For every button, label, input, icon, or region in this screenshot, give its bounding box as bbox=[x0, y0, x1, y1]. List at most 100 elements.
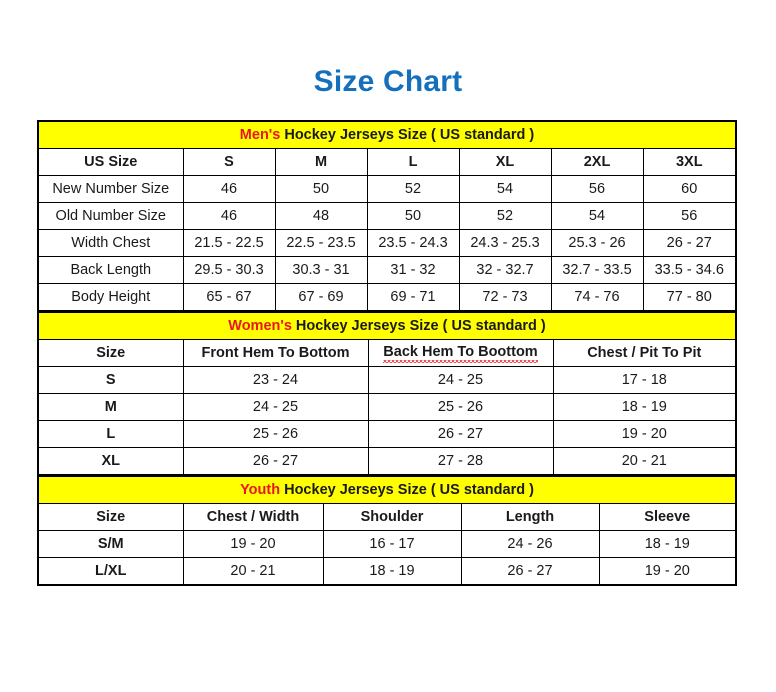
mens-cell-0-2: 52 bbox=[366, 175, 460, 203]
youth-cell-0-1: 16 - 17 bbox=[322, 530, 462, 558]
table-banner-row: Women's Hockey Jerseys Size ( US standar… bbox=[37, 312, 737, 340]
mens-col-4: XL bbox=[458, 148, 552, 176]
table-row: L 25 - 26 26 - 27 19 - 20 bbox=[37, 420, 737, 448]
mens-cell-3-2: 31 - 32 bbox=[366, 256, 460, 284]
womens-cell-0-2: 17 - 18 bbox=[552, 366, 737, 394]
womens-col-1: Front Hem To Bottom bbox=[182, 339, 369, 367]
womens-cell-1-0: 24 - 25 bbox=[182, 393, 369, 421]
table-row: M 24 - 25 25 - 26 18 - 19 bbox=[37, 393, 737, 421]
page-title: Size Chart bbox=[313, 65, 463, 98]
table-row: S/M 19 - 20 16 - 17 24 - 26 18 - 19 bbox=[37, 530, 737, 558]
mens-cell-2-0: 21.5 - 22.5 bbox=[182, 229, 276, 257]
mens-row-3-label: Back Length bbox=[37, 256, 184, 284]
youth-banner: Youth Hockey Jerseys Size ( US standard … bbox=[37, 476, 737, 504]
womens-cell-3-0: 26 - 27 bbox=[182, 447, 369, 476]
mens-col-1: S bbox=[182, 148, 276, 176]
mens-cell-2-4: 25.3 - 26 bbox=[550, 229, 644, 257]
womens-banner: Women's Hockey Jerseys Size ( US standar… bbox=[37, 312, 737, 340]
mens-cell-0-1: 50 bbox=[274, 175, 368, 203]
table-row: New Number Size 46 50 52 54 56 60 bbox=[37, 175, 737, 203]
mens-cell-1-0: 46 bbox=[182, 202, 276, 230]
mens-banner-rest: Hockey Jerseys Size ( US standard ) bbox=[280, 127, 535, 143]
misspelled-text: Back Hem To Boottom bbox=[383, 343, 538, 363]
mens-cell-4-1: 67 - 69 bbox=[274, 283, 368, 312]
youth-col-1: Chest / Width bbox=[182, 503, 324, 531]
youth-banner-rest: Hockey Jerseys Size ( US standard ) bbox=[280, 482, 534, 498]
mens-row-4-label: Body Height bbox=[37, 283, 184, 312]
table-row: L/XL 20 - 21 18 - 19 26 - 27 19 - 20 bbox=[37, 557, 737, 586]
youth-row-1-label: L/XL bbox=[37, 557, 184, 586]
table-row: S 23 - 24 24 - 25 17 - 18 bbox=[37, 366, 737, 394]
youth-row-0-label: S/M bbox=[37, 530, 184, 558]
table-header-row: US Size S M L XL 2XL 3XL bbox=[37, 148, 737, 176]
womens-cell-2-2: 19 - 20 bbox=[552, 420, 737, 448]
mens-cell-2-5: 26 - 27 bbox=[642, 229, 737, 257]
mens-cell-1-2: 50 bbox=[366, 202, 460, 230]
table-header-row: Size Front Hem To Bottom Back Hem To Boo… bbox=[37, 339, 737, 367]
mens-cell-1-4: 54 bbox=[550, 202, 644, 230]
womens-cell-0-1: 24 - 25 bbox=[367, 366, 554, 394]
table-row: Width Chest 21.5 - 22.5 22.5 - 23.5 23.5… bbox=[37, 229, 737, 257]
mens-cell-4-0: 65 - 67 bbox=[182, 283, 276, 312]
mens-cell-2-3: 24.3 - 25.3 bbox=[458, 229, 552, 257]
table-banner-row: Men's Hockey Jerseys Size ( US standard … bbox=[37, 120, 737, 149]
mens-cell-0-5: 60 bbox=[642, 175, 737, 203]
womens-cell-2-1: 26 - 27 bbox=[367, 420, 554, 448]
womens-cell-3-1: 27 - 28 bbox=[367, 447, 554, 476]
youth-cell-1-3: 19 - 20 bbox=[598, 557, 737, 586]
table-banner-row: Youth Hockey Jerseys Size ( US standard … bbox=[37, 476, 737, 504]
womens-cell-1-2: 18 - 19 bbox=[552, 393, 737, 421]
mens-row-2-label: Width Chest bbox=[37, 229, 184, 257]
youth-cell-1-1: 18 - 19 bbox=[322, 557, 462, 586]
youth-col-2: Shoulder bbox=[322, 503, 462, 531]
mens-cell-4-2: 69 - 71 bbox=[366, 283, 460, 312]
mens-cell-2-1: 22.5 - 23.5 bbox=[274, 229, 368, 257]
mens-banner: Men's Hockey Jerseys Size ( US standard … bbox=[37, 120, 737, 149]
womens-row-0-label: S bbox=[37, 366, 184, 394]
mens-col-5: 2XL bbox=[550, 148, 644, 176]
youth-col-3: Length bbox=[460, 503, 600, 531]
womens-col-3: Chest / Pit To Pit bbox=[552, 339, 737, 367]
womens-banner-rest: Hockey Jerseys Size ( US standard ) bbox=[291, 318, 546, 334]
size-chart-tables: Men's Hockey Jerseys Size ( US standard … bbox=[37, 120, 738, 586]
youth-cell-1-0: 20 - 21 bbox=[182, 557, 324, 586]
mens-cell-3-4: 32.7 - 33.5 bbox=[550, 256, 644, 284]
table-row: XL 26 - 27 27 - 28 20 - 21 bbox=[37, 447, 737, 476]
mens-row-0-label: New Number Size bbox=[37, 175, 184, 203]
womens-banner-accent: Women's bbox=[228, 318, 292, 334]
table-row: Back Length 29.5 - 30.3 30.3 - 31 31 - 3… bbox=[37, 256, 737, 284]
mens-cell-3-3: 32 - 32.7 bbox=[458, 256, 552, 284]
mens-cell-4-5: 77 - 80 bbox=[642, 283, 737, 312]
table-row: Old Number Size 46 48 50 52 54 56 bbox=[37, 202, 737, 230]
youth-cell-0-3: 18 - 19 bbox=[598, 530, 737, 558]
youth-cell-0-0: 19 - 20 bbox=[182, 530, 324, 558]
table-header-row: Size Chest / Width Shoulder Length Sleev… bbox=[37, 503, 737, 531]
mens-cell-1-1: 48 bbox=[274, 202, 368, 230]
womens-cell-0-0: 23 - 24 bbox=[182, 366, 369, 394]
womens-row-3-label: XL bbox=[37, 447, 184, 476]
mens-col-3: L bbox=[366, 148, 460, 176]
mens-size-table: Men's Hockey Jerseys Size ( US standard … bbox=[37, 120, 737, 312]
womens-row-1-label: M bbox=[37, 393, 184, 421]
youth-col-4: Sleeve bbox=[598, 503, 737, 531]
mens-cell-0-3: 54 bbox=[458, 175, 552, 203]
youth-col-0: Size bbox=[37, 503, 184, 531]
mens-col-0: US Size bbox=[37, 148, 184, 176]
table-row: Body Height 65 - 67 67 - 69 69 - 71 72 -… bbox=[37, 283, 737, 312]
womens-col-0: Size bbox=[37, 339, 184, 367]
youth-size-table: Youth Hockey Jerseys Size ( US standard … bbox=[37, 476, 738, 586]
youth-banner-accent: Youth bbox=[240, 482, 281, 498]
mens-cell-3-0: 29.5 - 30.3 bbox=[182, 256, 276, 284]
mens-cell-4-4: 74 - 76 bbox=[550, 283, 644, 312]
youth-cell-0-2: 24 - 26 bbox=[460, 530, 600, 558]
mens-banner-accent: Men's bbox=[239, 127, 281, 143]
womens-cell-2-0: 25 - 26 bbox=[182, 420, 369, 448]
womens-cell-3-2: 20 - 21 bbox=[552, 447, 737, 476]
womens-col-2: Back Hem To Boottom bbox=[367, 339, 554, 367]
mens-cell-0-0: 46 bbox=[182, 175, 276, 203]
mens-cell-0-4: 56 bbox=[550, 175, 644, 203]
mens-cell-2-2: 23.5 - 24.3 bbox=[366, 229, 460, 257]
mens-row-1-label: Old Number Size bbox=[37, 202, 184, 230]
mens-cell-1-3: 52 bbox=[458, 202, 552, 230]
